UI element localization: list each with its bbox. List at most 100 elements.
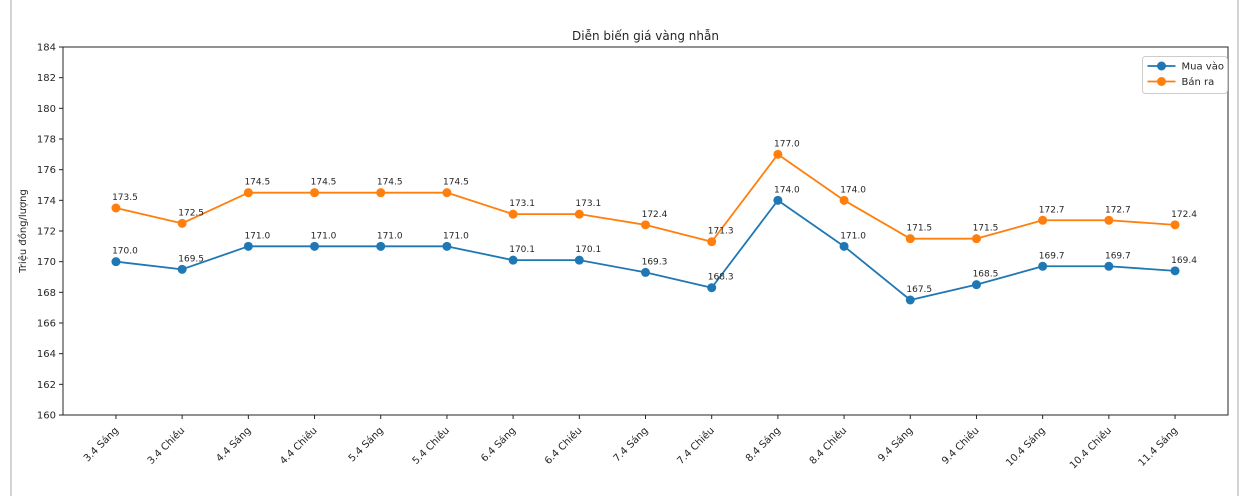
x-tick-label: 7.4 Chiều <box>675 425 717 467</box>
x-tick-label: 10.4 Chiều <box>1067 425 1114 472</box>
y-axis-label: Triệu đồng/lượng <box>17 189 29 274</box>
data-point-label-mua-vao: 169.4 <box>1171 256 1197 266</box>
chart-generated-content: 160 162 164 166 168 170 172 174 176 178 180 182 184 3… <box>10 0 1239 496</box>
data-point-marker-ban-ra <box>177 218 187 228</box>
x-tick-label: 8.4 Chiều <box>807 425 849 467</box>
data-point-marker-mua-vao <box>442 241 452 251</box>
data-point-marker-mua-vao <box>508 255 518 265</box>
data-point-label-mua-vao: 171.0 <box>377 231 403 241</box>
data-point-label-ban-ra: 177.0 <box>774 139 800 149</box>
data-point-label-mua-vao: 167.5 <box>906 285 932 295</box>
y-tick-label: 172 <box>37 227 56 238</box>
data-point-marker-ban-ra <box>1104 215 1114 225</box>
data-point-marker-ban-ra <box>1170 220 1180 230</box>
data-point-label-mua-vao: 174.0 <box>774 185 800 195</box>
data-point-label-mua-vao: 171.0 <box>443 231 469 241</box>
x-tick-label: 4.4 Sáng <box>214 425 254 465</box>
data-point-label-mua-vao: 171.0 <box>311 231 337 241</box>
data-point-marker-ban-ra <box>1038 215 1048 225</box>
data-point-marker-ban-ra <box>641 220 650 230</box>
y-tick-label: 174 <box>37 196 56 207</box>
y-tick-label: 180 <box>37 104 56 115</box>
data-point-label-ban-ra: 171.3 <box>708 227 734 237</box>
y-tick-label: 176 <box>37 165 56 176</box>
data-point-marker-mua-vao <box>1170 266 1180 276</box>
data-point-label-ban-ra: 174.5 <box>377 178 403 188</box>
x-tick-label: 9.4 Chiều <box>939 425 981 467</box>
legend-marker-ban-ra <box>1157 77 1166 86</box>
data-point-marker-ban-ra <box>243 188 253 198</box>
data-point-label-ban-ra: 172.5 <box>178 208 204 218</box>
data-point-label-mua-vao: 171.0 <box>840 231 866 241</box>
data-point-label-mua-vao: 169.3 <box>642 257 668 267</box>
x-tick-label: 3.4 Chiều <box>145 425 187 467</box>
data-point-label-mua-vao: 168.5 <box>973 270 999 280</box>
data-point-label-ban-ra: 171.5 <box>973 224 999 234</box>
data-point-label-ban-ra: 174.5 <box>311 178 337 188</box>
data-point-label-mua-vao: 169.5 <box>178 254 204 264</box>
legend-marker-mua-vao <box>1157 61 1166 71</box>
data-point-marker-mua-vao <box>641 267 650 277</box>
y-tick-label: 160 <box>37 411 56 422</box>
data-point-marker-ban-ra <box>376 188 386 198</box>
data-point-marker-mua-vao <box>177 264 187 274</box>
data-point-label-ban-ra: 174.5 <box>244 178 270 188</box>
data-point-marker-ban-ra <box>442 188 452 198</box>
data-point-label-mua-vao: 169.7 <box>1105 251 1131 261</box>
data-point-marker-ban-ra <box>971 234 981 244</box>
data-point-marker-mua-vao <box>905 295 915 305</box>
data-point-label-mua-vao: 170.1 <box>575 245 601 255</box>
x-tick-label: 3.4 Sáng <box>81 425 121 465</box>
data-point-label-mua-vao: 168.3 <box>708 273 734 283</box>
x-tick-label: 10.4 Sáng <box>1004 425 1048 469</box>
y-tick-label: 184 <box>37 43 56 54</box>
data-point-label-ban-ra: 173.1 <box>509 199 535 209</box>
data-point-label-ban-ra: 172.7 <box>1039 205 1065 215</box>
data-point-marker-mua-vao <box>773 195 783 205</box>
x-tick-label: 5.4 Sáng <box>346 425 386 465</box>
data-point-marker-mua-vao <box>1038 261 1048 271</box>
x-tick-label: 6.4 Sáng <box>478 425 518 465</box>
data-point-marker-mua-vao <box>310 241 320 251</box>
data-point-marker-ban-ra <box>773 149 783 159</box>
x-tick-label: 5.4 Chiều <box>410 425 452 467</box>
x-tick-label: 4.4 Chiều <box>277 425 319 467</box>
data-point-marker-mua-vao <box>707 283 717 293</box>
y-tick-label: 166 <box>37 319 56 330</box>
y-tick-label: 182 <box>37 73 56 84</box>
data-point-label-mua-vao: 169.7 <box>1039 251 1065 261</box>
data-point-label-ban-ra: 172.4 <box>642 210 668 220</box>
data-point-label-ban-ra: 172.7 <box>1105 205 1131 215</box>
y-tick-label: 170 <box>37 257 56 268</box>
data-point-marker-mua-vao <box>971 280 981 290</box>
data-point-marker-ban-ra <box>905 234 915 244</box>
data-point-marker-ban-ra <box>310 188 320 198</box>
data-point-marker-mua-vao <box>243 241 253 251</box>
data-point-marker-mua-vao <box>574 255 584 265</box>
data-point-marker-ban-ra <box>839 195 849 205</box>
plot-frame <box>62 46 1229 416</box>
data-point-label-ban-ra: 173.5 <box>112 193 138 203</box>
data-point-marker-mua-vao <box>1104 261 1114 271</box>
legend-label-ban-ra: Bán ra <box>1182 76 1215 88</box>
y-tick-label: 162 <box>37 380 56 391</box>
y-tick-label: 178 <box>37 135 56 146</box>
x-tick-label: 9.4 Sáng <box>876 425 916 465</box>
chart-title: Diễn biến giá vàng nhẫn <box>572 29 719 43</box>
data-point-label-ban-ra: 174.5 <box>443 178 469 188</box>
data-point-label-ban-ra: 171.5 <box>906 224 932 234</box>
data-point-marker-mua-vao <box>839 241 849 251</box>
data-point-label-ban-ra: 173.1 <box>575 199 601 209</box>
x-tick-label: 7.4 Sáng <box>611 425 651 465</box>
data-point-label-mua-vao: 170.1 <box>509 245 535 255</box>
data-point-label-mua-vao: 171.0 <box>244 231 270 241</box>
legend-label-mua-vao: Mua vào <box>1182 61 1224 73</box>
data-point-marker-ban-ra <box>574 209 584 219</box>
data-point-marker-ban-ra <box>111 203 121 213</box>
y-tick-label: 168 <box>37 288 56 299</box>
data-point-marker-ban-ra <box>508 209 518 219</box>
data-point-marker-mua-vao <box>111 257 121 267</box>
x-tick-label: 6.4 Chiều <box>542 425 584 467</box>
